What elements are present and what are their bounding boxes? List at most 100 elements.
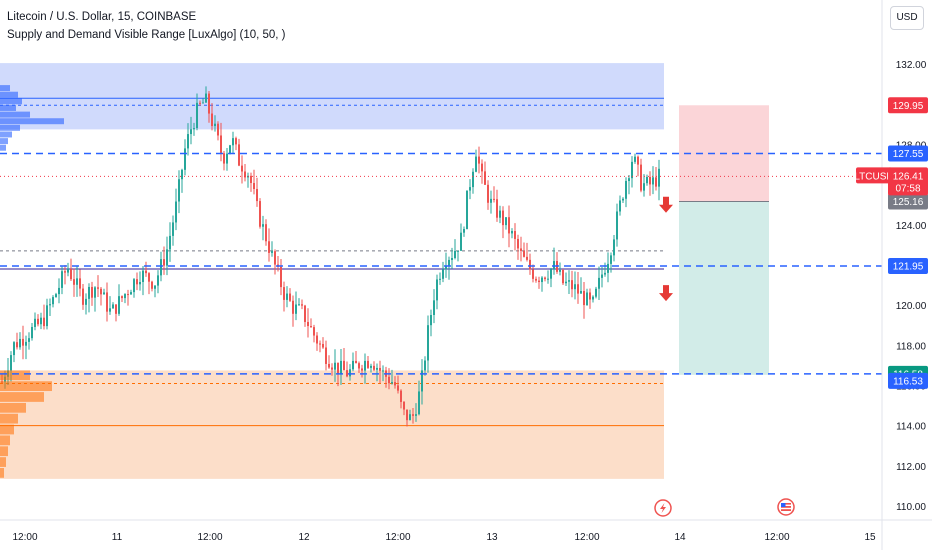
candle-body[interactable] bbox=[298, 304, 300, 306]
candle-body[interactable] bbox=[427, 325, 429, 361]
candle-body[interactable] bbox=[628, 178, 630, 182]
candle-body[interactable] bbox=[163, 259, 165, 266]
candle-body[interactable] bbox=[457, 250, 459, 252]
candle-body[interactable] bbox=[589, 292, 591, 300]
candle-body[interactable] bbox=[250, 175, 252, 184]
candle-body[interactable] bbox=[331, 367, 333, 370]
candle-body[interactable] bbox=[220, 135, 222, 154]
candle-body[interactable] bbox=[619, 200, 621, 212]
candle-body[interactable] bbox=[463, 229, 465, 233]
candle-body[interactable] bbox=[373, 365, 375, 370]
candle-body[interactable] bbox=[622, 198, 624, 201]
candle-body[interactable] bbox=[433, 300, 435, 316]
candle-body[interactable] bbox=[370, 365, 372, 368]
candle-body[interactable] bbox=[394, 382, 396, 386]
candle-body[interactable] bbox=[79, 278, 81, 289]
candle-body[interactable] bbox=[613, 239, 615, 256]
candle-body[interactable] bbox=[316, 335, 318, 344]
candle-body[interactable] bbox=[514, 231, 516, 239]
candle-body[interactable] bbox=[328, 363, 330, 368]
candle-body[interactable] bbox=[340, 360, 342, 375]
candle-body[interactable] bbox=[13, 342, 15, 356]
candle-body[interactable] bbox=[604, 272, 606, 275]
candle-body[interactable] bbox=[292, 300, 294, 314]
candle-body[interactable] bbox=[583, 290, 585, 306]
candle-body[interactable] bbox=[406, 409, 408, 421]
candle-body[interactable] bbox=[607, 263, 609, 273]
candle-body[interactable] bbox=[415, 414, 417, 416]
candle-body[interactable] bbox=[655, 177, 657, 187]
candle-body[interactable] bbox=[265, 224, 267, 242]
candle-body[interactable] bbox=[193, 128, 195, 130]
candle-body[interactable] bbox=[439, 278, 441, 280]
candle-body[interactable] bbox=[262, 224, 264, 227]
candle-body[interactable] bbox=[361, 368, 363, 371]
candle-body[interactable] bbox=[325, 347, 327, 364]
candle-body[interactable] bbox=[574, 284, 576, 290]
candle-body[interactable] bbox=[553, 261, 555, 270]
candle-body[interactable] bbox=[187, 134, 189, 149]
candle-body[interactable] bbox=[73, 279, 75, 285]
candle-body[interactable] bbox=[232, 138, 234, 146]
candle-body[interactable] bbox=[484, 171, 486, 185]
candle-body[interactable] bbox=[502, 210, 504, 226]
candle-body[interactable] bbox=[610, 255, 612, 264]
candle-body[interactable] bbox=[343, 360, 345, 371]
candle-body[interactable] bbox=[25, 341, 27, 346]
candle-body[interactable] bbox=[103, 292, 105, 295]
take-profit-zone[interactable] bbox=[679, 201, 769, 375]
candle-body[interactable] bbox=[160, 259, 162, 276]
candle-body[interactable] bbox=[445, 266, 447, 270]
candle-body[interactable] bbox=[631, 161, 633, 179]
candle-body[interactable] bbox=[70, 269, 72, 280]
candle-body[interactable] bbox=[520, 248, 522, 251]
candle-body[interactable] bbox=[178, 179, 180, 202]
candle-body[interactable] bbox=[529, 259, 531, 270]
candle-body[interactable] bbox=[88, 286, 90, 299]
candle-body[interactable] bbox=[475, 156, 477, 172]
candle-body[interactable] bbox=[241, 165, 243, 172]
candle-body[interactable] bbox=[91, 286, 93, 298]
candle-body[interactable] bbox=[148, 273, 150, 282]
candle-body[interactable] bbox=[649, 177, 651, 185]
candle-body[interactable] bbox=[124, 294, 126, 299]
candle-body[interactable] bbox=[16, 342, 18, 348]
candle-body[interactable] bbox=[352, 360, 354, 370]
candle-body[interactable] bbox=[523, 250, 525, 257]
candle-body[interactable] bbox=[253, 183, 255, 190]
candle-body[interactable] bbox=[430, 315, 432, 326]
candle-body[interactable] bbox=[565, 281, 567, 284]
candle-body[interactable] bbox=[568, 280, 570, 282]
candle-body[interactable] bbox=[412, 414, 414, 416]
candle-body[interactable] bbox=[559, 269, 561, 272]
candle-body[interactable] bbox=[142, 270, 144, 282]
candle-body[interactable] bbox=[418, 391, 420, 415]
candle-body[interactable] bbox=[547, 278, 549, 280]
candle-body[interactable] bbox=[349, 369, 351, 377]
candle-body[interactable] bbox=[49, 304, 51, 306]
candle-body[interactable] bbox=[172, 222, 174, 236]
symbol-title[interactable]: Litecoin / U.S. Dollar, 15, COINBASE bbox=[7, 11, 197, 23]
candle-body[interactable] bbox=[595, 288, 597, 297]
candle-body[interactable] bbox=[130, 292, 132, 295]
candle-body[interactable] bbox=[52, 297, 54, 305]
candle-body[interactable] bbox=[145, 270, 147, 274]
candle-body[interactable] bbox=[166, 249, 168, 266]
candle-body[interactable] bbox=[403, 401, 405, 410]
candle-body[interactable] bbox=[64, 271, 66, 273]
candle-body[interactable] bbox=[154, 285, 156, 289]
candle-body[interactable] bbox=[151, 281, 153, 289]
candle-body[interactable] bbox=[196, 102, 198, 129]
candle-body[interactable] bbox=[274, 251, 276, 265]
candle-body[interactable] bbox=[157, 275, 159, 286]
candle-body[interactable] bbox=[181, 169, 183, 180]
candle-body[interactable] bbox=[268, 241, 270, 253]
short-position-tool[interactable] bbox=[679, 105, 769, 375]
candle-body[interactable] bbox=[121, 296, 123, 299]
time-axis[interactable]: 12:00 11 12:00 12 12:00 13 12:00 14 12:00 15 bbox=[12, 532, 876, 543]
candle-body[interactable] bbox=[535, 278, 537, 281]
candle-body[interactable] bbox=[493, 198, 495, 200]
candle-body[interactable] bbox=[313, 327, 315, 336]
candle-body[interactable] bbox=[382, 370, 384, 372]
candle-body[interactable] bbox=[43, 317, 45, 327]
